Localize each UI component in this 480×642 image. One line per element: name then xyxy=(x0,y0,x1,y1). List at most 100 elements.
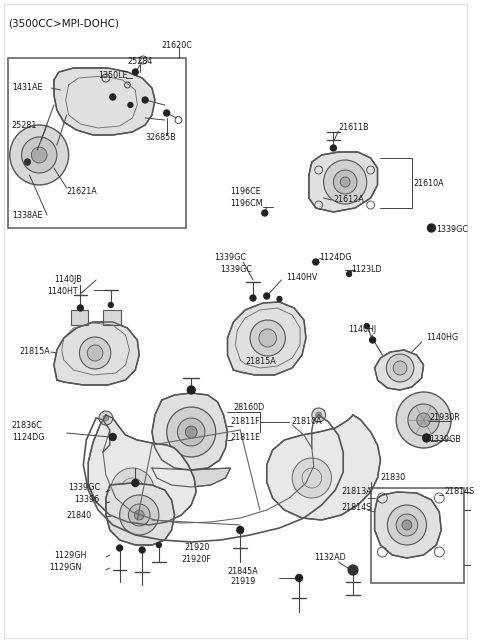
Circle shape xyxy=(110,94,116,100)
Circle shape xyxy=(396,514,418,536)
Circle shape xyxy=(109,433,116,440)
Circle shape xyxy=(347,272,351,277)
Text: 21920: 21920 xyxy=(184,544,210,553)
Text: 1140HV: 1140HV xyxy=(287,273,318,282)
Circle shape xyxy=(79,337,111,369)
Circle shape xyxy=(187,386,195,394)
Bar xyxy=(103,310,120,325)
Circle shape xyxy=(129,504,150,526)
Circle shape xyxy=(250,320,285,356)
Text: 1196CE: 1196CE xyxy=(230,187,261,196)
Text: 21840: 21840 xyxy=(67,512,92,521)
Text: 1339GC: 1339GC xyxy=(69,483,101,492)
Text: 21919: 21919 xyxy=(230,578,256,587)
Text: 21610A: 21610A xyxy=(414,178,444,187)
Polygon shape xyxy=(152,393,228,470)
Circle shape xyxy=(370,337,375,343)
Text: 21830: 21830 xyxy=(381,474,406,483)
Text: 1339GC: 1339GC xyxy=(214,254,246,263)
Circle shape xyxy=(348,565,358,575)
Text: 21814S: 21814S xyxy=(444,487,474,496)
Circle shape xyxy=(334,170,357,194)
Circle shape xyxy=(99,411,113,425)
Text: 21811F: 21811F xyxy=(230,417,260,426)
Text: 1339GC: 1339GC xyxy=(221,266,252,275)
Text: 1140JB: 1140JB xyxy=(54,275,82,284)
Circle shape xyxy=(108,302,113,308)
Polygon shape xyxy=(267,415,381,520)
Text: 1350LE: 1350LE xyxy=(98,71,128,80)
Circle shape xyxy=(117,545,122,551)
Circle shape xyxy=(250,295,256,301)
Circle shape xyxy=(386,354,414,382)
Polygon shape xyxy=(88,415,196,525)
Text: 1338AE: 1338AE xyxy=(12,211,42,220)
Text: 21611B: 21611B xyxy=(338,123,369,132)
Text: 21836C: 21836C xyxy=(12,421,43,429)
Circle shape xyxy=(296,575,302,582)
Text: 1124DG: 1124DG xyxy=(319,254,351,263)
Text: 1431AE: 1431AE xyxy=(12,83,42,92)
Text: 25281: 25281 xyxy=(12,121,37,130)
Text: 21814S: 21814S xyxy=(341,503,372,512)
Polygon shape xyxy=(106,483,175,545)
Text: 1124DG: 1124DG xyxy=(12,433,44,442)
Text: 21813A: 21813A xyxy=(341,487,372,496)
Text: 1140HT: 1140HT xyxy=(47,288,78,297)
Text: 21620C: 21620C xyxy=(162,40,192,49)
Circle shape xyxy=(31,147,47,163)
Circle shape xyxy=(316,412,322,418)
Circle shape xyxy=(128,103,133,107)
Circle shape xyxy=(142,97,148,103)
Text: 21845A: 21845A xyxy=(228,568,258,577)
Circle shape xyxy=(277,297,282,302)
Circle shape xyxy=(111,468,154,512)
Circle shape xyxy=(340,177,350,187)
Text: 1140HG: 1140HG xyxy=(427,333,459,342)
Circle shape xyxy=(324,160,367,204)
Text: 21811E: 21811E xyxy=(230,433,261,442)
Circle shape xyxy=(402,520,412,530)
Text: 21621A: 21621A xyxy=(67,187,97,196)
Circle shape xyxy=(178,418,205,446)
Circle shape xyxy=(185,426,197,438)
Text: 21612A: 21612A xyxy=(334,196,364,205)
Text: 32685B: 32685B xyxy=(145,134,176,143)
Circle shape xyxy=(22,137,57,173)
Bar xyxy=(71,310,88,325)
Circle shape xyxy=(237,526,244,534)
Polygon shape xyxy=(54,322,139,385)
Text: 1339GB: 1339GB xyxy=(430,435,461,444)
Text: 25284: 25284 xyxy=(128,58,153,67)
Polygon shape xyxy=(228,302,306,375)
Text: 21810A: 21810A xyxy=(291,417,322,426)
Circle shape xyxy=(292,458,331,498)
Text: 1339GC: 1339GC xyxy=(436,225,468,234)
Circle shape xyxy=(24,159,30,165)
Circle shape xyxy=(262,210,268,216)
Polygon shape xyxy=(309,152,378,212)
Circle shape xyxy=(10,125,69,185)
Circle shape xyxy=(120,495,159,535)
Circle shape xyxy=(259,329,276,347)
Text: 13396: 13396 xyxy=(74,496,100,505)
Polygon shape xyxy=(374,492,441,558)
Circle shape xyxy=(134,510,144,520)
Text: 1196CM: 1196CM xyxy=(230,198,263,207)
Text: 1132AD: 1132AD xyxy=(314,553,346,562)
Text: 28160D: 28160D xyxy=(233,404,264,413)
Polygon shape xyxy=(54,68,155,135)
Circle shape xyxy=(364,324,369,329)
Circle shape xyxy=(422,434,431,442)
Text: 1140HJ: 1140HJ xyxy=(348,325,376,334)
Text: 21815A: 21815A xyxy=(245,358,276,367)
Text: 21920F: 21920F xyxy=(181,555,211,564)
Circle shape xyxy=(428,224,435,232)
Text: 1129GH: 1129GH xyxy=(54,550,86,559)
Text: 1123LD: 1123LD xyxy=(351,266,382,275)
Text: 21815A: 21815A xyxy=(20,347,50,356)
Text: 1129GN: 1129GN xyxy=(49,562,82,571)
Text: 21930R: 21930R xyxy=(430,413,460,422)
Circle shape xyxy=(330,145,336,151)
Circle shape xyxy=(417,413,431,427)
